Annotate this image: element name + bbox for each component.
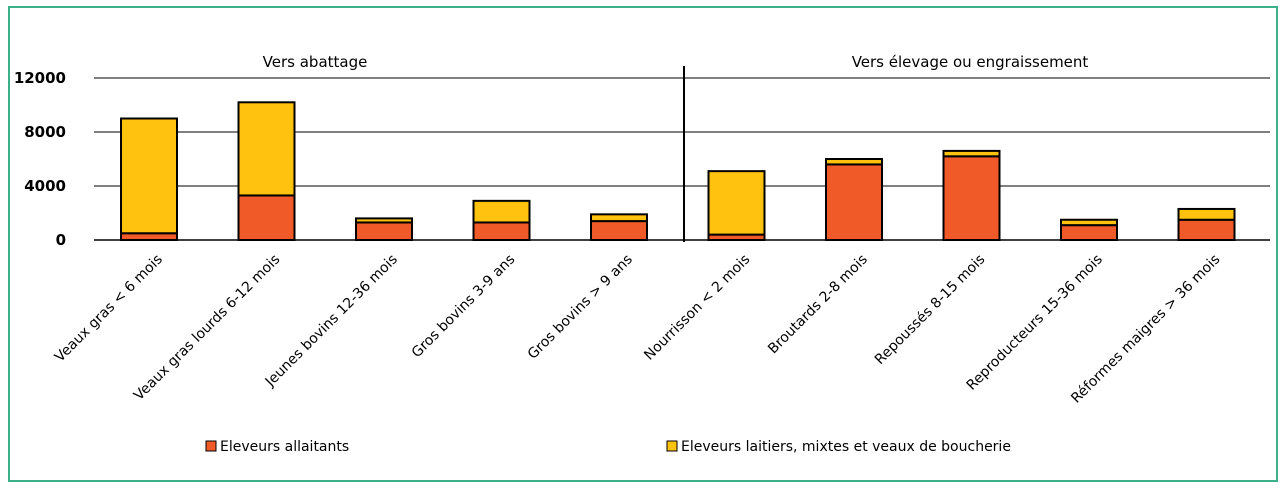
category-label: Gros bovins > 9 ans — [525, 252, 636, 363]
bar-segment — [355, 217, 413, 224]
category-label: Reproducteurs 15-36 mois — [964, 252, 1106, 394]
bar-segment — [825, 163, 883, 241]
section-label: Vers élevage ou engraissement — [852, 53, 1089, 71]
bar-segment — [237, 101, 296, 197]
category-label: Broutards 2-8 mois — [765, 252, 871, 358]
y-tick-label: 4000 — [24, 177, 66, 195]
bar-segment — [942, 155, 1001, 241]
category-label: Gros bovins 3-9 ans — [409, 252, 519, 362]
category-label: Jeunes bovins 12-36 mois — [262, 252, 401, 391]
bar-segment — [1060, 224, 1118, 241]
bar-segment — [472, 199, 531, 224]
bar-segment — [237, 194, 296, 241]
bar-segment — [120, 117, 178, 235]
bar-segment — [355, 221, 413, 241]
category-label: Repoussés 8-15 mois — [872, 252, 988, 368]
legend-label: Eleveurs allaitants — [220, 439, 349, 455]
bar-segment — [120, 232, 178, 241]
bar-segment — [707, 170, 766, 236]
legend-swatch — [666, 440, 678, 452]
bar-segment — [472, 221, 531, 241]
category-label: Veaux gras < 6 mois — [52, 252, 166, 366]
bar-segment — [1177, 207, 1236, 221]
stacked-bar-chart: 0 4000 8000 12000 Vers abattage Vers élevage … — [14, 53, 1270, 455]
bar-segment — [1177, 218, 1236, 241]
bar-segment — [590, 220, 648, 242]
bar-segment — [590, 213, 648, 223]
y-tick-label: 12000 — [14, 69, 66, 87]
chart-frame: 0 4000 8000 12000 Vers abattage Vers élevage … — [8, 6, 1278, 482]
section-label: Vers abattage — [263, 53, 368, 71]
bar-segment — [825, 158, 883, 166]
y-tick-label: 8000 — [24, 123, 66, 141]
legend-label: Eleveurs laitiers, mixtes et veaux de bo… — [681, 439, 1011, 455]
legend-swatch — [205, 440, 217, 452]
bar-segment — [942, 149, 1001, 158]
y-tick-label: 0 — [56, 231, 66, 249]
category-label: Nourrisson < 2 mois — [641, 252, 753, 364]
bar-segment — [1060, 218, 1118, 227]
